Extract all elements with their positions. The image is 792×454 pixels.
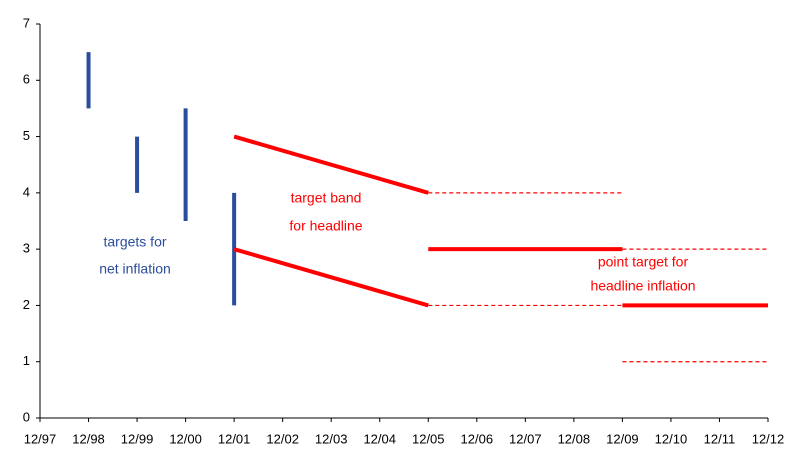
x-tick-label: 12/03 [315,431,348,446]
annotation: point target for [598,254,689,270]
y-tick-label: 4 [23,184,30,199]
annotation: for headline [289,218,362,234]
x-tick-label: 12/97 [24,431,57,446]
x-tick-label: 12/11 [704,431,736,446]
x-tick-label: 12/01 [218,431,251,446]
y-tick-label: 6 [23,72,30,87]
y-tick-label: 5 [23,128,30,143]
y-tick-label: 3 [23,241,30,256]
x-tick-label: 12/98 [72,431,105,446]
x-tick-label: 12/00 [169,431,202,446]
x-tick-label: 12/05 [412,431,445,446]
annotation: targets for [103,234,166,250]
x-tick-label: 12/08 [558,431,591,446]
x-tick-label: 12/04 [363,431,396,446]
y-tick-label: 1 [23,353,30,368]
annotation: net inflation [99,261,171,277]
target-line [233,247,429,308]
x-tick-label: 12/09 [606,431,639,446]
x-tick-label: 12/07 [509,431,542,446]
annotation: headline inflation [590,278,695,294]
y-tick-label: 7 [23,15,30,30]
y-tick-label: 2 [23,297,30,312]
x-tick-label: 12/99 [121,431,154,446]
x-tick-label: 12/02 [266,431,299,446]
x-tick-label: 12/12 [752,431,785,446]
x-tick-label: 12/10 [655,431,688,446]
x-tick-label: 12/06 [461,431,494,446]
target-line [233,134,429,195]
y-tick-label: 0 [23,409,30,424]
annotation: target band [291,190,362,206]
